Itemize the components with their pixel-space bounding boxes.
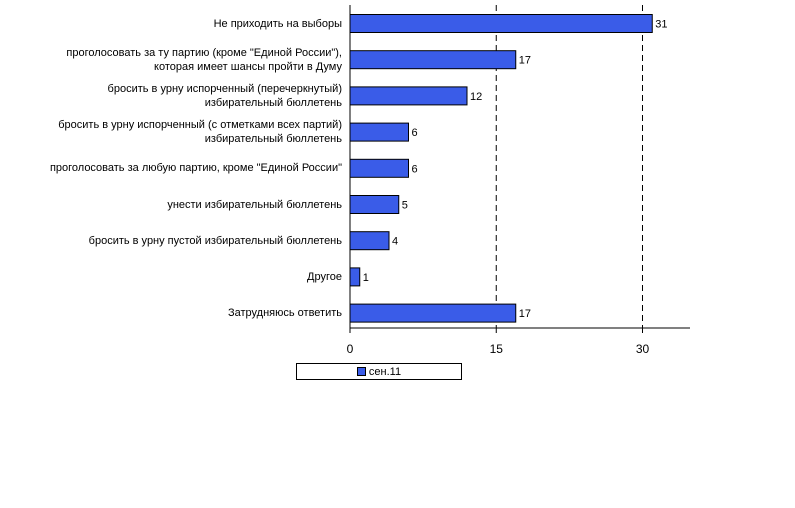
category-label: унести избирательный бюллетень xyxy=(167,198,342,211)
data-label: 5 xyxy=(402,200,408,212)
bar xyxy=(349,267,361,287)
data-label: 1 xyxy=(363,272,369,284)
data-label: 31 xyxy=(655,19,667,31)
category-label: Другое xyxy=(307,270,342,283)
bar xyxy=(349,303,517,323)
bar xyxy=(349,86,468,106)
data-label: 12 xyxy=(470,91,482,103)
category-label: Не приходить на выборы xyxy=(213,17,342,30)
legend-swatch xyxy=(356,367,366,376)
bar xyxy=(349,158,409,178)
legend: сен.11 xyxy=(296,363,462,380)
x-tick-label: 30 xyxy=(636,342,650,356)
legend-label: сен.11 xyxy=(368,365,402,378)
category-label: бросить в урну испорченный (с отметками … xyxy=(58,119,342,146)
bar xyxy=(349,231,390,251)
bar xyxy=(349,14,653,33)
category-label: бросить в урну испорченный (перечеркнуты… xyxy=(107,82,342,109)
bar xyxy=(349,195,400,214)
x-tick-label: 0 xyxy=(347,342,354,356)
data-label: 6 xyxy=(412,127,418,139)
x-tick-label: 15 xyxy=(490,342,504,356)
data-label: 17 xyxy=(519,308,531,320)
category-label: проголосовать за любую партию, кроме "Ед… xyxy=(49,162,342,175)
category-label: бросить в урну пустой избирательный бюлл… xyxy=(88,234,342,247)
bar xyxy=(349,50,517,70)
bar xyxy=(349,122,409,142)
category-label: проголосовать за ту партию (кроме "Едино… xyxy=(66,46,342,73)
data-label: 4 xyxy=(392,236,398,248)
category-label: Затрудняюсь ответить xyxy=(227,307,342,320)
data-label: 6 xyxy=(412,163,418,175)
data-label: 17 xyxy=(519,55,531,67)
